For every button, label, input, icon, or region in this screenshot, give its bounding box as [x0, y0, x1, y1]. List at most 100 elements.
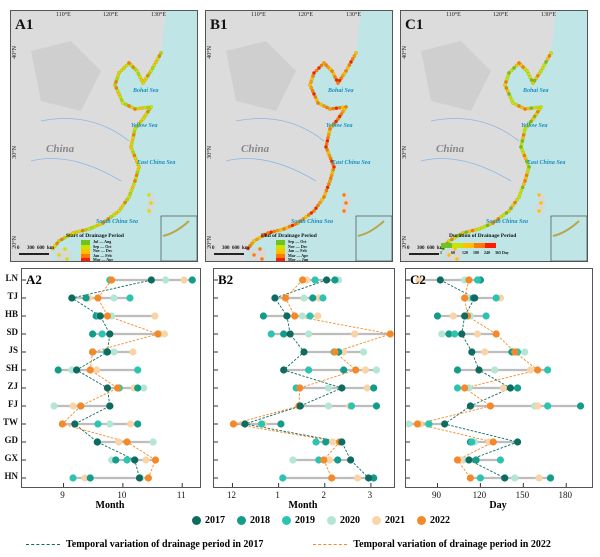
coast-grid-cell	[503, 83, 507, 87]
point-2020-TJ	[110, 294, 118, 302]
coast-grid-cell	[514, 102, 518, 107]
coast-grid-cell	[152, 63, 157, 67]
legend-item-label: Sep — Oct	[93, 243, 112, 249]
point-2019-TJ	[319, 294, 327, 302]
coast-grid-cell	[65, 257, 69, 261]
panel-label: B1	[210, 17, 228, 33]
river	[30, 118, 130, 182]
trend-line-2017	[244, 279, 369, 479]
point-2019-HN	[476, 474, 484, 482]
china-label: China	[46, 143, 75, 155]
coast-grid-cell	[122, 66, 126, 70]
coast-grid-cell	[354, 51, 358, 55]
legend-swatch	[81, 258, 90, 261]
coast-grid-cell	[317, 66, 321, 70]
point-2018-TW	[277, 420, 285, 428]
coast-grid-cell	[461, 231, 465, 235]
dashed-line-2022-icon	[313, 544, 348, 545]
point-2017-GD	[338, 438, 346, 446]
legend-item-label: Jan — Feb	[288, 248, 307, 253]
point-2019-HB	[482, 312, 490, 320]
legend-color-bar	[452, 243, 463, 248]
point-2020-GX	[289, 456, 297, 464]
coast-grid-cell	[549, 51, 553, 55]
legend-year-label: 2021	[385, 515, 405, 526]
coast-grid-cell	[314, 98, 319, 102]
coast-grid-cell	[87, 227, 91, 231]
point-2022-ZJ	[296, 384, 304, 392]
point-2018-HN	[86, 474, 94, 482]
legend-line-2022-label: Temporal variation of drainage period in…	[353, 539, 551, 550]
coast-grid-cell	[320, 198, 324, 202]
coast-grid-cell	[504, 86, 509, 90]
legend-color-bar	[474, 243, 485, 248]
row-label-SD: SD	[6, 327, 18, 337]
sea-label: South China Sea	[486, 219, 529, 225]
legend-item-label: Sep — Oct	[288, 239, 307, 244]
coast-grid-cell	[470, 228, 475, 233]
coast-grid-cell	[324, 142, 329, 146]
coast-grid-cell	[306, 213, 311, 217]
legend-swatch	[81, 253, 90, 258]
coast-grid-cell	[505, 77, 509, 81]
scale-label: km	[47, 246, 54, 251]
coast-grid-cell	[159, 51, 163, 55]
point-2020-FJ	[50, 402, 58, 410]
latitude-label: 30°N	[402, 146, 408, 159]
point-2019-GX	[496, 456, 505, 464]
coast-grid-cell	[539, 201, 543, 205]
point-2022-SD	[492, 330, 500, 338]
point-2019-FJ	[544, 402, 552, 410]
trend-line-2022	[61, 279, 160, 479]
coast-grid-cell	[260, 234, 265, 239]
point-2020-HB	[298, 312, 306, 320]
point-2020-SD	[438, 330, 446, 338]
coast-grid-cell	[331, 72, 336, 76]
coast-grid-cell	[501, 213, 506, 217]
coast-grid-cell	[508, 95, 513, 99]
point-2022-GX	[320, 456, 328, 464]
coast-grid-cell	[266, 231, 270, 235]
coast-grid-cell	[57, 239, 61, 243]
coast-grid-cell	[547, 54, 552, 58]
coast-grid-cell	[322, 104, 326, 108]
scale-label: 600	[427, 246, 435, 251]
scale-label: 300	[222, 246, 230, 251]
point-2022-HB	[103, 312, 112, 320]
point-2021-ZJ	[499, 384, 507, 392]
point-2018-GX	[472, 456, 480, 464]
point-2022-SH	[534, 366, 542, 374]
sea-label: Yellow Sea	[131, 123, 158, 129]
scale-label: km	[242, 246, 249, 251]
point-2019-ZJ	[453, 384, 462, 392]
coast-grid-cell	[515, 198, 519, 202]
year-legend: 2017 2018 2019 2020 2021 2022	[180, 515, 450, 526]
scale-label: km	[437, 246, 444, 251]
coast-grid-cell	[318, 200, 322, 205]
point-2018-LN	[331, 276, 339, 284]
coast-grid-cell	[115, 77, 119, 81]
coast-grid-cell	[325, 185, 330, 190]
inset-coast	[162, 220, 190, 237]
legend-swatch	[81, 249, 90, 254]
point-2017-GX	[465, 456, 473, 464]
coast-grid-cell	[336, 117, 340, 121]
x-tick-label: 90	[431, 490, 441, 500]
coast-grid-cell	[133, 107, 137, 111]
point-2021-HB	[151, 312, 159, 320]
x-tick-label: 10	[117, 490, 127, 500]
point-2021-HB	[314, 312, 322, 320]
point-2017-HB	[461, 312, 469, 320]
point-2017-HB	[96, 312, 104, 320]
point-2018-TW	[134, 420, 142, 428]
point-2017-FJ	[466, 402, 474, 410]
legend-color-bar	[463, 243, 474, 248]
point-2019-GD	[312, 438, 320, 446]
legend-dot-2022	[417, 516, 426, 525]
coast-grid-cell	[517, 61, 521, 65]
point-2020-LN	[161, 276, 170, 284]
x-tick-label: 9	[60, 490, 65, 500]
point-2022-GX	[453, 456, 462, 464]
scale-label: 0	[212, 246, 215, 251]
coast-grid-cell	[139, 119, 143, 124]
